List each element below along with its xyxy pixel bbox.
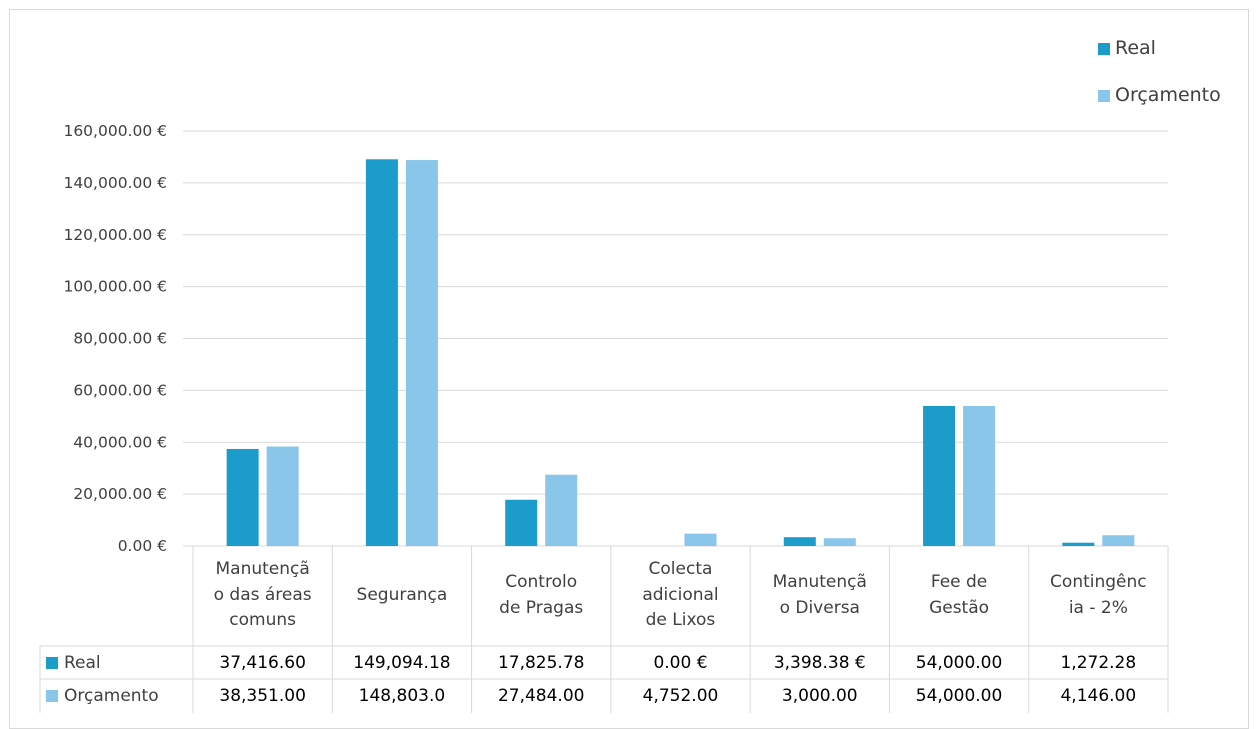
- category-label: Fee de Gestão: [929, 572, 990, 618]
- legend-swatch-real: [1098, 43, 1110, 55]
- table-swatch: [46, 656, 58, 669]
- bar-real: [1062, 542, 1095, 546]
- bar-orcamento: [823, 538, 856, 546]
- legend-label-orcamento: Orçamento: [1115, 84, 1221, 106]
- category-label: Manutençã o Diversa: [772, 572, 867, 618]
- bar-real: [783, 537, 816, 546]
- category-label: Controlo de Pragas: [499, 572, 584, 618]
- bar-chart: 0.00 € 20,000.00 € 40,000.00 € 60,000.00 € 8…: [39, 122, 1169, 713]
- y-tick-label: 40,000.00 €: [73, 433, 167, 451]
- table-cell: 17,825.78: [497, 652, 585, 673]
- category-label: Colecta adicional de Lixos: [642, 559, 719, 631]
- legend-label-real: Real: [1115, 37, 1156, 59]
- table-cell: 0.00 €: [653, 652, 708, 673]
- table-series-name: Real: [64, 652, 101, 673]
- bar-real: [923, 405, 956, 546]
- category-label: Segurança: [356, 584, 448, 605]
- legend-item-real: Real: [1098, 37, 1156, 59]
- table-cell: 54,000.00: [915, 652, 1003, 673]
- y-tick-label: 160,000.00 €: [63, 122, 167, 140]
- y-tick-label: 20,000.00 €: [73, 485, 167, 503]
- legend-item-orcamento: Orçamento: [1098, 84, 1221, 106]
- category-label: Contingênc ia - 2%: [1050, 572, 1147, 618]
- y-tick-label: 60,000.00 €: [73, 381, 167, 399]
- bar-orcamento: [405, 160, 438, 546]
- table-cell: 54,000.00: [915, 685, 1003, 706]
- y-tick-label: 120,000.00 €: [63, 226, 167, 244]
- y-tick-label: 100,000.00 €: [63, 278, 167, 296]
- table-cell: 4,146.00: [1060, 685, 1137, 706]
- y-tick-label: 80,000.00 €: [73, 330, 167, 348]
- bar-orcamento: [684, 533, 717, 546]
- y-tick-label: 140,000.00 €: [63, 174, 167, 192]
- table-cell: 3,000.00: [781, 685, 858, 706]
- table-row-label-orcamento: Orçamento: [46, 679, 159, 712]
- table-cell: 1,272.28: [1060, 652, 1137, 673]
- table-row-label-real: Real: [46, 646, 101, 679]
- table-series-name: Orçamento: [64, 685, 159, 706]
- legend-swatch-orcamento: [1098, 90, 1110, 102]
- bar-orcamento: [963, 405, 996, 546]
- table-cell: 149,094.18: [353, 652, 451, 673]
- bar-orcamento: [1102, 535, 1135, 546]
- table-cell: 148,803.0: [358, 685, 446, 706]
- table-cell: 38,351.00: [219, 685, 306, 706]
- table-cell: 4,752.00: [642, 685, 719, 706]
- bar-real: [505, 499, 538, 546]
- bar-orcamento: [545, 474, 578, 546]
- table-cell: 37,416.60: [219, 652, 306, 673]
- table-cell: 27,484.00: [497, 685, 585, 706]
- table-cell: 3,398.38 €: [773, 652, 866, 673]
- bar-real: [226, 448, 259, 546]
- y-tick-label: 0.00 €: [118, 537, 167, 555]
- category-label: Manutençã o das áreas comuns: [213, 559, 312, 631]
- table-swatch: [46, 689, 58, 702]
- bar-real: [365, 159, 398, 546]
- bar-orcamento: [266, 446, 299, 546]
